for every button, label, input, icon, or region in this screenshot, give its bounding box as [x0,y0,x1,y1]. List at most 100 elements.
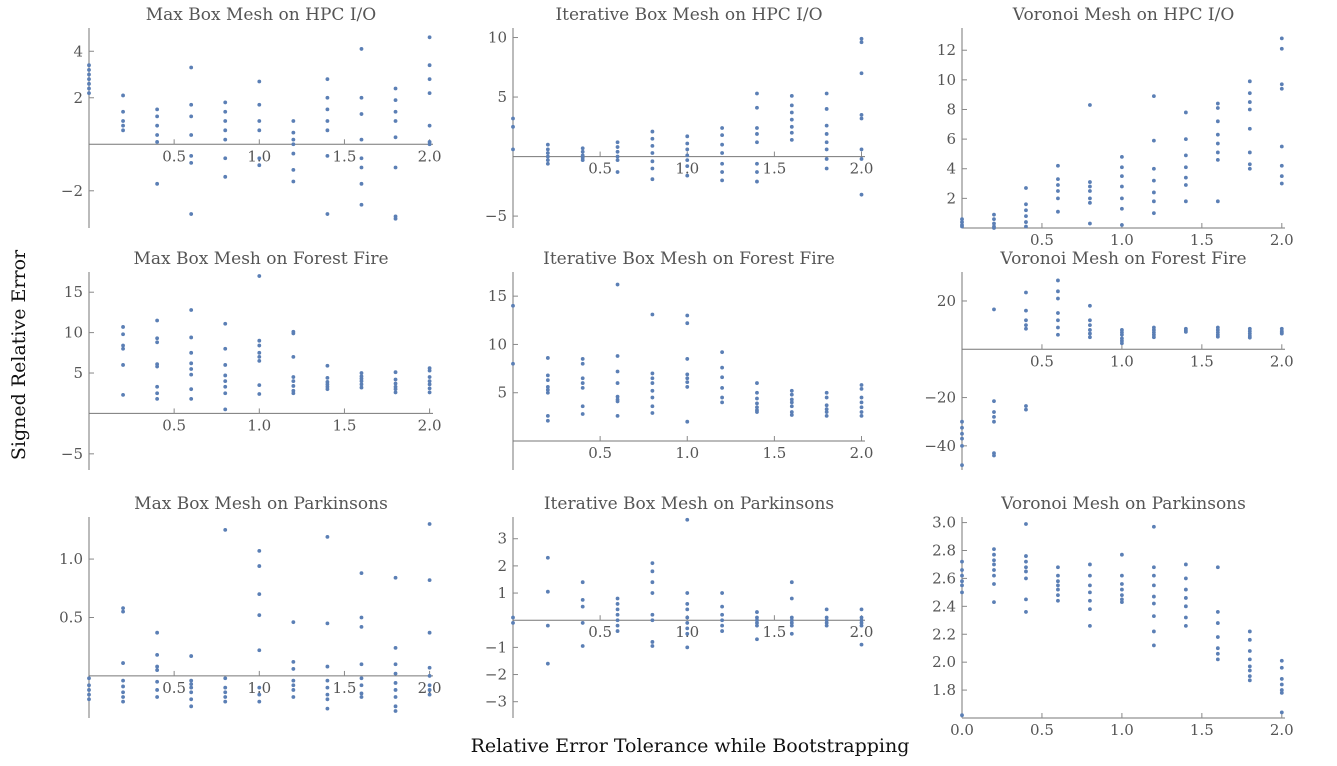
data-point [189,704,194,709]
data-point [1215,119,1220,124]
data-point [615,618,620,623]
data-point [720,591,725,595]
data-point [427,91,432,96]
data-point [650,166,655,171]
data-point [1279,665,1284,670]
data-point [859,192,864,197]
data-point [1215,157,1220,162]
data-point [87,72,91,77]
data-point [359,95,364,100]
data-point [755,390,759,395]
data-point [325,697,330,702]
data-point [223,373,228,378]
data-point [1120,332,1124,337]
data-point [1024,202,1028,207]
y-tick-label: 2 [73,89,83,107]
data-point [824,107,829,111]
data-point [257,274,262,278]
data-point [1088,323,1092,328]
data-point [755,405,759,410]
y-tick-label: 5 [73,364,83,382]
data-point [223,119,228,123]
data-point [291,620,296,625]
data-point [859,113,864,117]
data-point [1120,341,1124,346]
data-point [257,79,262,84]
x-tick-label: 2.0 [418,679,442,697]
data-point [189,697,194,702]
data-point [615,414,620,418]
data-point [720,623,725,628]
data-point [1120,573,1124,578]
data-point [789,397,794,402]
data-point [155,364,160,369]
data-point [1024,407,1028,412]
data-point [685,158,690,163]
data-point [1024,610,1028,614]
y-tick-label: 8 [946,100,956,118]
data-point [393,390,398,395]
data-point [121,690,125,695]
data-point [1183,596,1188,600]
y-tick-label: −5 [485,207,507,225]
x-tick-label: 0.0 [950,721,974,739]
data-point [121,609,125,614]
data-point [1120,223,1124,227]
data-point [960,713,964,718]
data-point [789,623,794,628]
data-point [685,517,690,522]
data-point [859,642,864,647]
y-tick-label: 0.5 [59,609,83,627]
x-tick-label: 1.0 [675,160,699,178]
data-point [992,419,996,424]
x-tick-label: 1.5 [1190,231,1214,249]
data-point [291,667,296,671]
data-point [1279,46,1284,51]
data-point [427,379,432,384]
data-point [580,146,585,151]
data-point [291,354,296,359]
data-point [992,552,996,557]
x-tick-label: 1.0 [1110,721,1134,739]
data-point [291,142,296,147]
x-tick-label: 0.5 [162,416,186,434]
data-point [393,575,398,580]
data-point [325,128,330,133]
data-point [992,307,996,312]
data-point [545,147,550,152]
data-point [545,390,550,395]
data-point [992,568,996,572]
data-point [650,618,655,623]
data-point [1056,278,1060,283]
y-tick-label: 2.6 [932,569,956,587]
data-point [992,212,996,217]
y-tick-label: 5 [497,384,507,402]
chart-panel: Max Box Mesh on HPC I/O 0.5 1.0 1.5 2.0 −2 2 4 [61,5,442,228]
data-point [1279,658,1284,663]
y-tick-label: 10 [937,71,956,89]
data-point [1151,211,1156,216]
data-point [824,607,829,612]
y-tick-label: 10 [488,29,507,47]
data-point [545,385,550,389]
data-point [223,137,228,142]
data-point [650,376,655,381]
data-point [859,40,864,45]
data-point [121,128,125,133]
data-point [291,660,296,664]
data-point [789,130,794,135]
data-point [1279,174,1284,179]
data-point [1056,289,1060,294]
data-point [1088,318,1092,323]
data-point [1056,579,1060,584]
data-point [1120,154,1124,159]
data-point [121,123,125,128]
data-point [992,217,996,222]
data-point [1151,629,1156,634]
data-point [325,107,330,112]
data-point [720,400,725,405]
data-point [650,569,655,574]
data-point [257,338,262,343]
x-tick-label: 1.0 [1110,352,1134,370]
data-point [960,419,964,424]
